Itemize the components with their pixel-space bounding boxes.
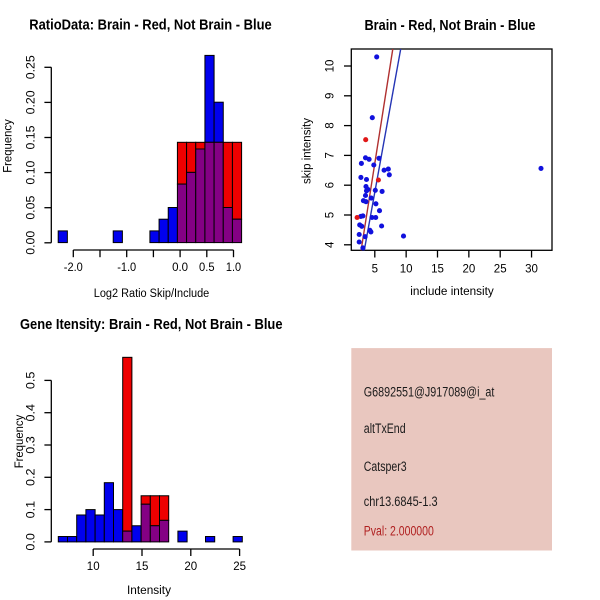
svg-text:10: 10	[400, 264, 413, 276]
svg-text:-2.0: -2.0	[64, 262, 83, 274]
svg-text:0.1: 0.1	[26, 501, 38, 518]
svg-text:0.0: 0.0	[172, 262, 188, 274]
svg-text:include intensity: include intensity	[410, 286, 494, 298]
svg-text:chr13.6845-1.3: chr13.6845-1.3	[364, 494, 438, 509]
svg-text:Intensity: Intensity	[127, 585, 171, 597]
svg-text:skip intensity: skip intensity	[302, 118, 314, 184]
svg-text:0.05: 0.05	[26, 196, 38, 220]
svg-text:0.0: 0.0	[26, 533, 38, 551]
svg-text:15: 15	[431, 264, 444, 276]
svg-text:5: 5	[324, 212, 336, 218]
svg-text:5: 5	[372, 264, 378, 276]
svg-text:9: 9	[324, 93, 336, 99]
svg-text:4: 4	[324, 241, 336, 248]
svg-text:-1.0: -1.0	[117, 262, 136, 274]
svg-text:10: 10	[87, 561, 100, 573]
svg-text:7: 7	[324, 152, 336, 158]
svg-text:0.25: 0.25	[26, 55, 38, 79]
svg-text:Brain - Red, Not Brain - Blue: Brain - Red, Not Brain - Blue	[365, 17, 536, 34]
svg-text:15: 15	[136, 561, 149, 573]
svg-text:Frequency: Frequency	[3, 119, 15, 173]
svg-text:Log2 Ratio Skip/Include: Log2 Ratio Skip/Include	[94, 288, 210, 300]
svg-text:0.5: 0.5	[26, 372, 38, 390]
svg-text:25: 25	[494, 264, 507, 276]
svg-text:30: 30	[525, 264, 538, 276]
svg-text:G6892551@J917089@i_at: G6892551@J917089@i_at	[364, 385, 495, 400]
svg-text:0.20: 0.20	[26, 90, 38, 114]
svg-text:0.00: 0.00	[26, 231, 38, 255]
svg-text:0.2: 0.2	[26, 469, 38, 487]
svg-text:8: 8	[324, 122, 336, 128]
svg-text:0.3: 0.3	[26, 436, 38, 454]
svg-text:20: 20	[462, 264, 475, 276]
svg-text:Frequency: Frequency	[14, 415, 26, 469]
svg-text:Catsper3: Catsper3	[364, 459, 407, 474]
svg-text:Pval: 2.000000: Pval: 2.000000	[364, 523, 434, 538]
svg-text:altTxEnd: altTxEnd	[364, 421, 406, 436]
svg-text:10: 10	[324, 60, 336, 73]
svg-text:0.4: 0.4	[26, 403, 38, 421]
svg-text:0.15: 0.15	[26, 126, 38, 150]
svg-text:RatioData: Brain - Red, Not Br: RatioData: Brain - Red, Not Brain - Blue	[29, 17, 272, 34]
svg-text:Gene Itensity: Brain - Red, No: Gene Itensity: Brain - Red, Not Brain - …	[20, 316, 283, 333]
svg-text:25: 25	[233, 561, 246, 573]
svg-text:1.0: 1.0	[226, 262, 241, 274]
svg-text:0.10: 0.10	[26, 161, 38, 185]
svg-text:0.5: 0.5	[199, 262, 215, 274]
svg-text:6: 6	[324, 182, 336, 188]
svg-text:20: 20	[184, 561, 197, 573]
